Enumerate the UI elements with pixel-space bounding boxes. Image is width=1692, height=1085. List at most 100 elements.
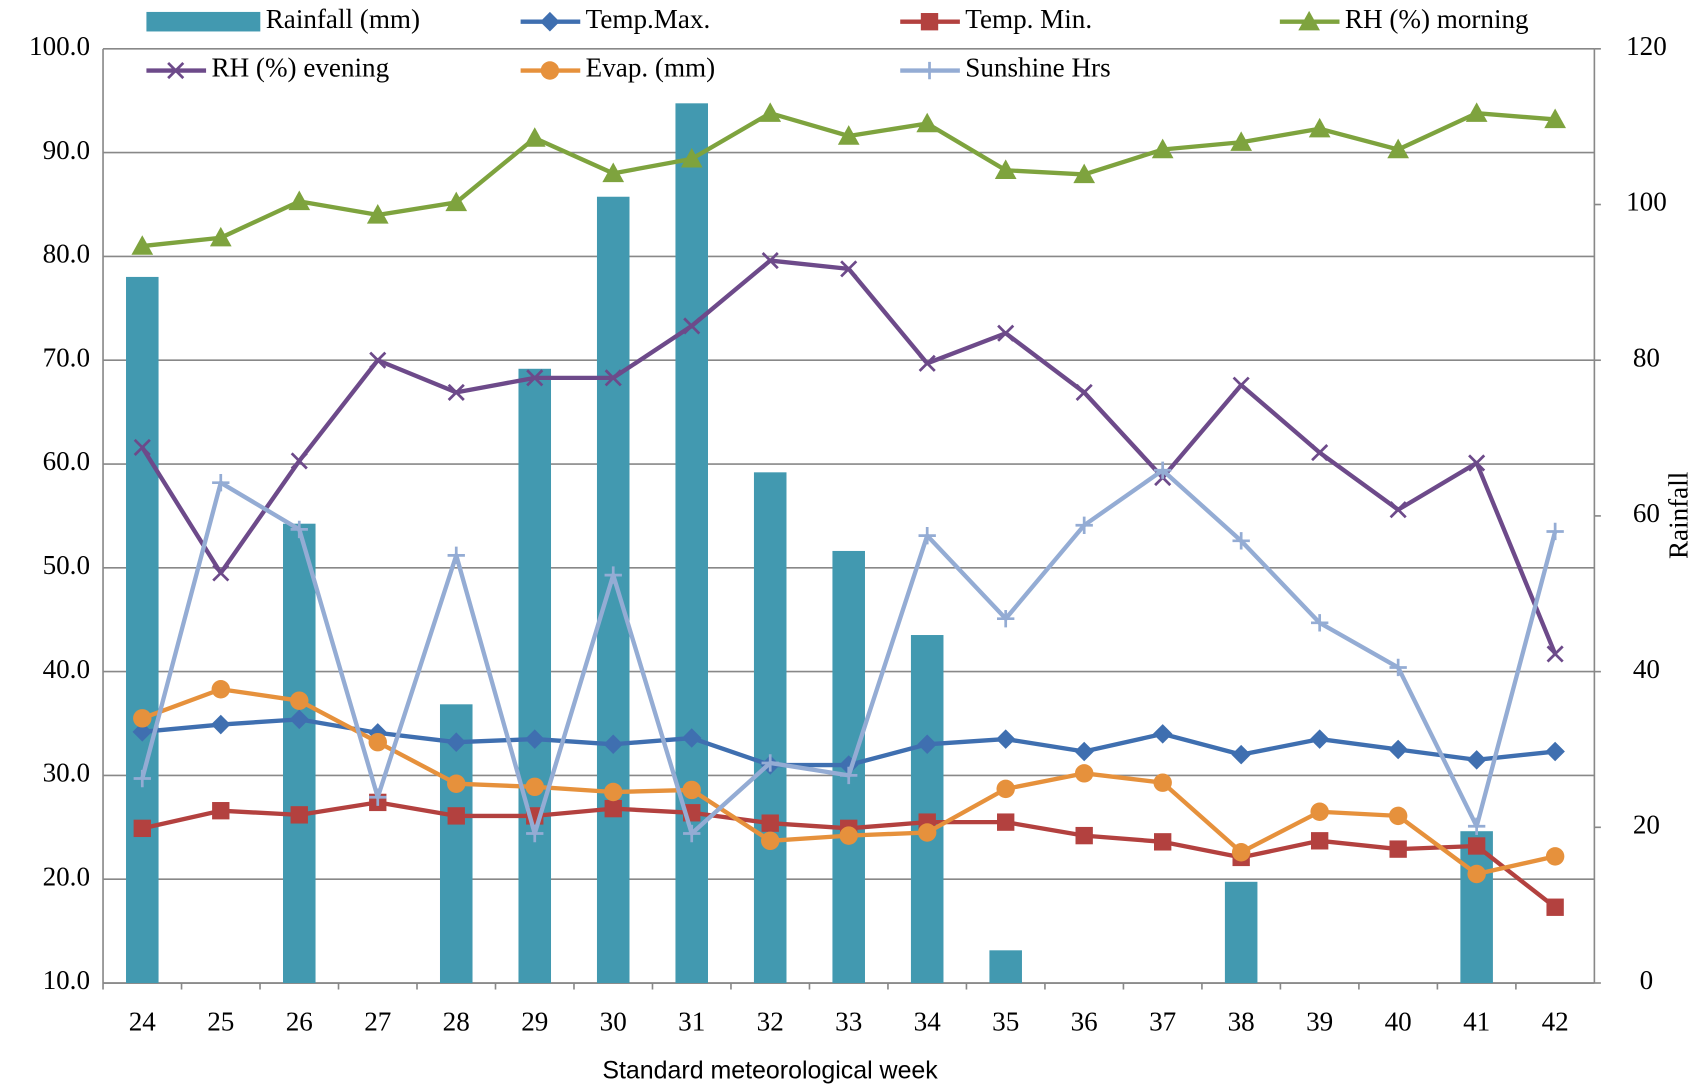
marker bbox=[918, 526, 936, 545]
marker bbox=[447, 774, 466, 793]
y2-tick-label: 0 bbox=[1640, 965, 1654, 995]
x-tick-label: 35 bbox=[992, 1006, 1019, 1036]
marker bbox=[918, 354, 936, 372]
marker bbox=[917, 823, 937, 842]
y2-tick-label: 120 bbox=[1626, 31, 1667, 61]
x-tick-label: 25 bbox=[207, 1006, 234, 1036]
bar bbox=[910, 635, 944, 984]
marker bbox=[761, 754, 779, 772]
marker bbox=[761, 831, 780, 851]
marker bbox=[211, 714, 231, 735]
marker bbox=[683, 317, 701, 335]
marker bbox=[526, 369, 544, 387]
marker bbox=[683, 824, 701, 843]
x-tick-label: 40 bbox=[1385, 1006, 1412, 1036]
x-tick-label: 28 bbox=[443, 1006, 470, 1036]
marker bbox=[604, 782, 623, 802]
marker bbox=[1388, 806, 1408, 826]
marker bbox=[445, 191, 468, 212]
marker bbox=[1467, 864, 1486, 884]
y-tick-label: 10.0 bbox=[43, 965, 90, 995]
marker bbox=[1389, 501, 1407, 519]
marker bbox=[211, 680, 230, 699]
legend-marker bbox=[920, 61, 939, 80]
marker bbox=[1231, 843, 1251, 862]
marker bbox=[1544, 108, 1566, 129]
marker bbox=[290, 806, 308, 824]
x-tick-label: 27 bbox=[364, 1006, 391, 1036]
legend-label: Evap. (mm) bbox=[586, 53, 715, 83]
marker bbox=[604, 566, 622, 584]
x-tick-label: 30 bbox=[600, 1006, 627, 1036]
marker bbox=[681, 728, 702, 748]
marker bbox=[447, 546, 465, 565]
marker bbox=[602, 162, 625, 183]
y2-tick-label: 80 bbox=[1633, 342, 1660, 372]
marker bbox=[761, 814, 779, 832]
marker bbox=[288, 190, 311, 211]
marker bbox=[1075, 383, 1093, 401]
y-tick-label: 40.0 bbox=[43, 654, 90, 684]
marker bbox=[1468, 454, 1486, 472]
marker bbox=[447, 807, 465, 825]
marker bbox=[1075, 826, 1093, 845]
y2-tick-label: 100 bbox=[1626, 187, 1667, 217]
bar bbox=[753, 472, 787, 984]
bar bbox=[1224, 881, 1258, 984]
x-tick-label: 41 bbox=[1463, 1006, 1490, 1036]
marker bbox=[839, 826, 858, 845]
legend-label: Rainfall (mm) bbox=[266, 4, 420, 34]
legend-marker bbox=[1298, 10, 1320, 31]
marker bbox=[133, 709, 152, 728]
legend-label: RH (%) evening bbox=[212, 53, 390, 83]
x-tick-label: 26 bbox=[286, 1006, 313, 1036]
marker bbox=[1232, 532, 1250, 550]
marker bbox=[997, 813, 1015, 831]
marker bbox=[209, 226, 232, 247]
marker bbox=[369, 788, 387, 806]
marker bbox=[604, 799, 622, 818]
bar bbox=[596, 196, 630, 984]
marker bbox=[1154, 833, 1172, 851]
x-tick-label: 31 bbox=[678, 1006, 705, 1036]
marker bbox=[1308, 117, 1331, 138]
marker bbox=[1075, 516, 1093, 534]
marker bbox=[1153, 461, 1172, 479]
marker bbox=[916, 112, 939, 133]
y-tick-label: 30.0 bbox=[43, 758, 90, 788]
marker bbox=[1467, 837, 1486, 855]
y-tick-label: 80.0 bbox=[43, 239, 90, 269]
y2-tick-label: 60 bbox=[1633, 498, 1660, 528]
bar bbox=[126, 276, 159, 984]
marker bbox=[1232, 376, 1250, 394]
marker bbox=[1311, 444, 1329, 462]
marker bbox=[132, 722, 153, 742]
marker bbox=[837, 125, 860, 145]
marker bbox=[1389, 658, 1407, 677]
marker bbox=[1545, 741, 1565, 762]
marker bbox=[1546, 645, 1564, 663]
x-axis-label: Standard meteorological week bbox=[602, 1057, 938, 1085]
y-tick-label: 70.0 bbox=[43, 342, 90, 372]
y2-tick-label: 20 bbox=[1633, 810, 1660, 840]
legend-marker bbox=[540, 61, 560, 80]
marker bbox=[604, 369, 622, 387]
marker bbox=[133, 819, 151, 838]
marker bbox=[447, 383, 465, 401]
marker bbox=[212, 802, 230, 820]
marker bbox=[290, 452, 308, 470]
marker bbox=[994, 159, 1017, 179]
legend-marker bbox=[540, 11, 560, 32]
marker bbox=[1230, 131, 1253, 151]
x-tick-label: 36 bbox=[1071, 1006, 1098, 1036]
marker bbox=[524, 729, 545, 749]
marker bbox=[996, 779, 1015, 799]
x-tick-label: 29 bbox=[521, 1006, 548, 1036]
marker bbox=[997, 609, 1015, 628]
marker bbox=[1074, 741, 1094, 762]
legend-label: Sunshine Hrs bbox=[965, 53, 1110, 83]
marker bbox=[1545, 847, 1565, 866]
marker bbox=[1073, 163, 1096, 184]
x-tick-label: 24 bbox=[129, 1006, 157, 1036]
